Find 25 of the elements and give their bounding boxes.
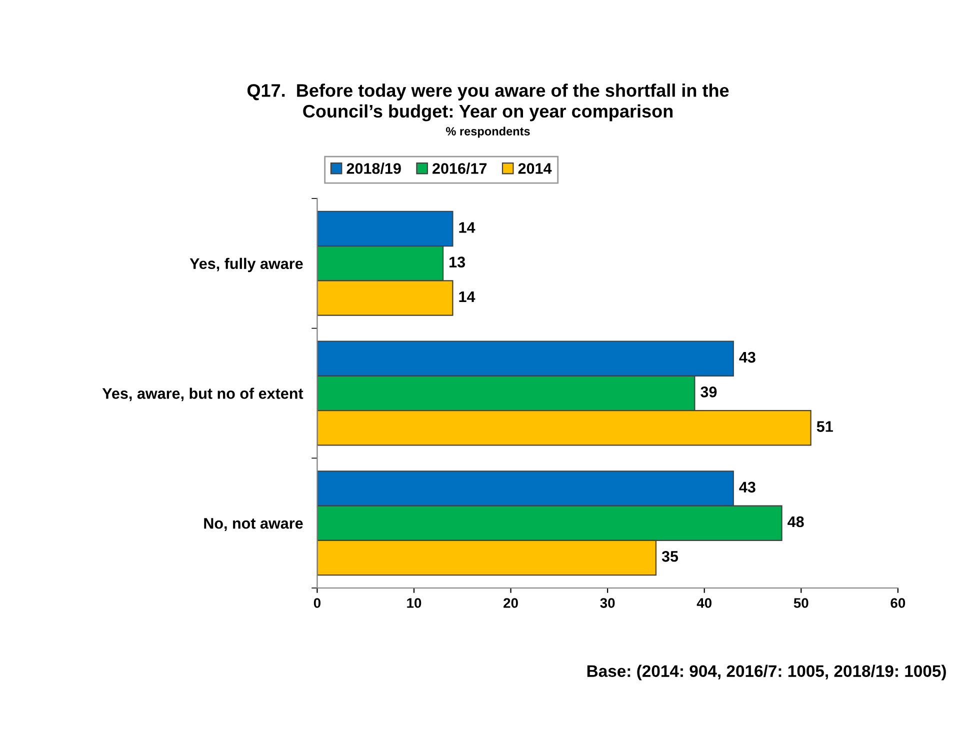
y-tick-label: No, not aware [204,518,303,531]
chart-subtitle: % respondents [446,126,530,138]
data-label: 14 [459,222,476,233]
x-tick-label: 20 [504,598,518,608]
data-label: 13 [450,256,466,268]
text: Base: (2014: 904, 2016/7: 1005, 2018/19: 1005) [587,664,946,680]
legend-label: 2014 [518,163,552,174]
data-label: 43 [739,352,756,363]
x-tick-label: 10 [407,598,422,608]
data-label: 35 [662,550,678,562]
x-tick-label: 60 [890,598,906,608]
x-tick-label: 40 [696,598,712,608]
y-tick-label: Yes, aware, but no of extent [102,388,304,402]
legend-label: 2016/17 [432,162,487,174]
x-tick-label: 0 [314,598,320,608]
x-tick-label: 50 [794,598,808,608]
data-label: 43 [739,482,756,493]
data-label: 48 [788,516,804,528]
data-label: 14 [459,291,476,302]
data-label: 51 [816,421,833,432]
data-label: 39 [700,386,717,398]
chart-title: Q17. Before today were you aware of the shortfall in the Council’s budget: Year on year comparison [247,84,729,122]
y-tick-label: Yes, fully aware [190,258,303,272]
x-tick-label: 30 [600,598,615,608]
legend-label: 2018/19 [346,162,401,174]
